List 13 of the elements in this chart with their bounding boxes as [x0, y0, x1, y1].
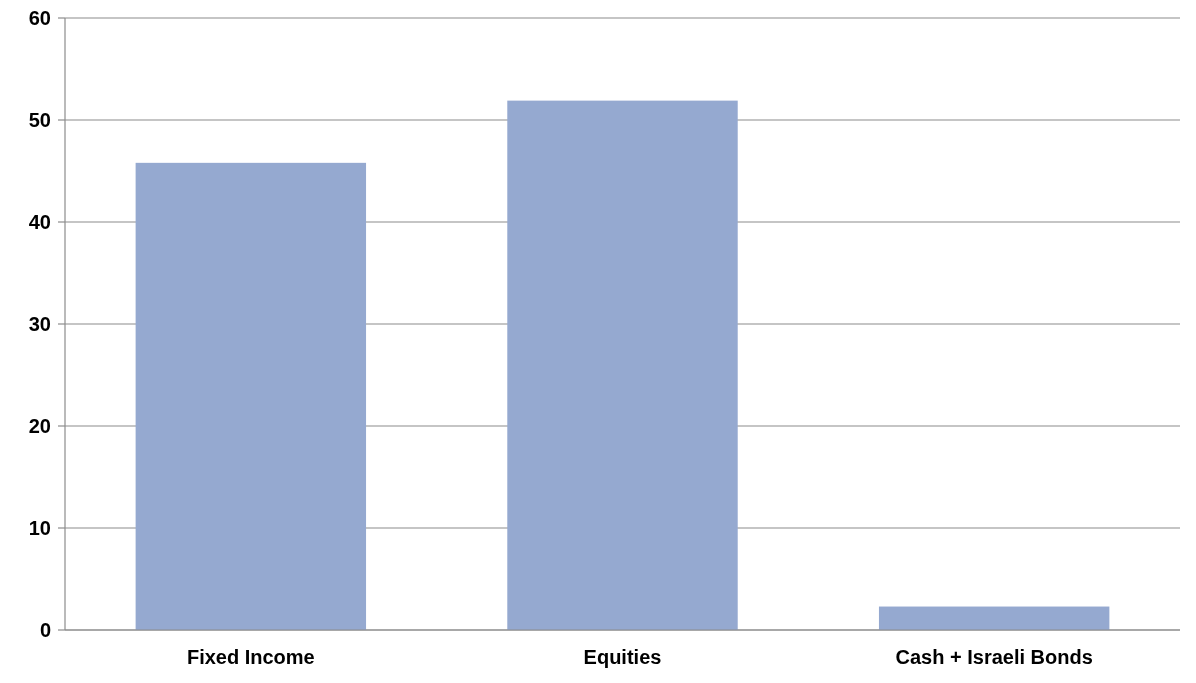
y-tick-label: 10	[28, 517, 51, 539]
y-tick-label: 50	[28, 109, 51, 131]
y-tick-label: 30	[28, 313, 51, 335]
y-tick-label: 0	[39, 619, 51, 641]
y-tick-label: 20	[28, 415, 51, 437]
x-tick-label: Fixed Income	[186, 646, 315, 668]
x-tick-label: Cash + Israeli Bonds	[895, 646, 1093, 668]
y-tick-label: 40	[28, 211, 51, 233]
x-tick-label: Equities	[583, 646, 662, 668]
bar	[507, 100, 738, 630]
y-tick-label: 60	[28, 7, 51, 29]
bar	[135, 162, 367, 630]
bar	[878, 606, 1110, 630]
